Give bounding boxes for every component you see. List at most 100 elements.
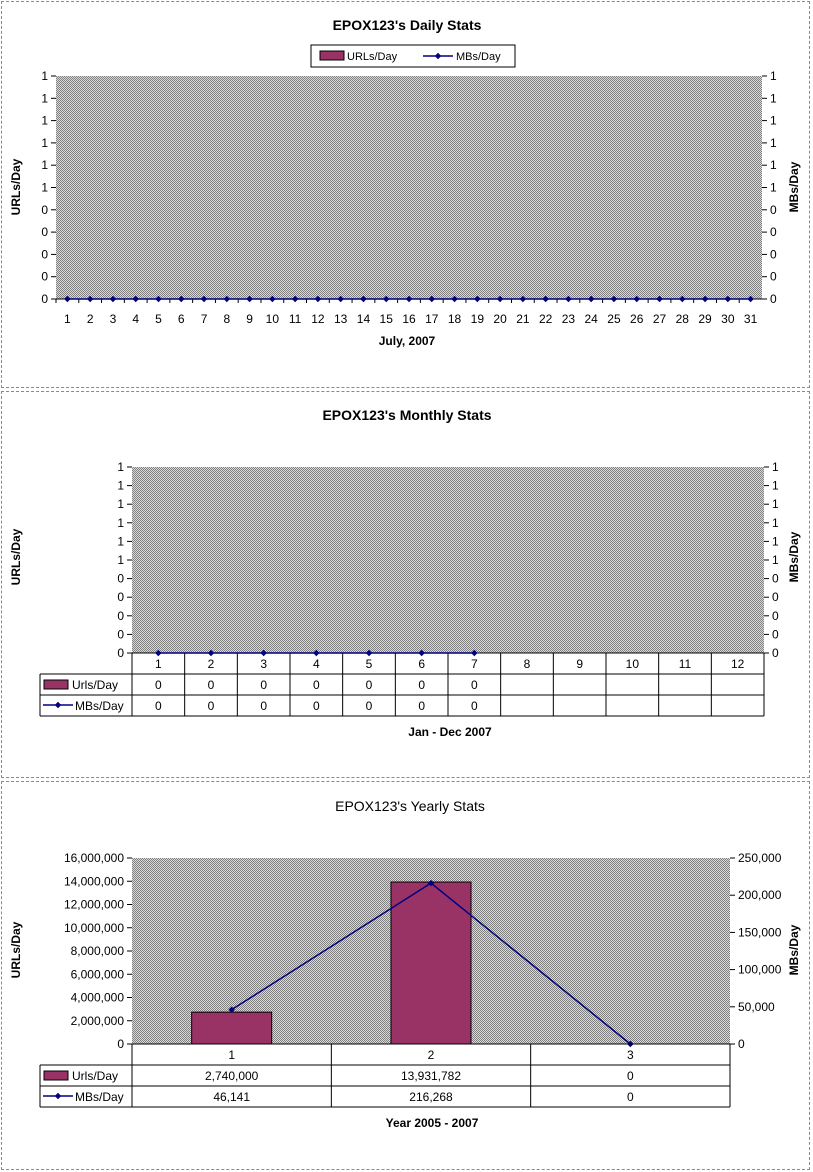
- monthly-stats-chart: EPOX123's Monthly Stats00000111111000001…: [9, 407, 801, 739]
- yearly-stats-panel: EPOX123's Yearly Stats 0 2,000,000 4,000,00…: [1, 781, 810, 1170]
- mbs-point: [610, 295, 618, 303]
- mbs-point: [747, 295, 754, 303]
- mbs-point: [633, 295, 640, 303]
- x-tick-label: 25: [607, 312, 621, 326]
- y2-tick-label: 0: [770, 270, 777, 284]
- y-tick-label: 12,000,000: [64, 898, 124, 912]
- table-urls-label: Urls/Day: [72, 678, 118, 692]
- mbs-point: [701, 295, 709, 303]
- y2-tick-label: 1: [772, 516, 779, 530]
- y2-tick-label: 250,000: [738, 851, 782, 865]
- x-tick-label: 4: [132, 312, 139, 326]
- mbs-point: [314, 295, 322, 303]
- mbs-point: [132, 295, 139, 303]
- y-tick-label: 0: [41, 292, 48, 306]
- yearly-stats-chart: EPOX123's Yearly Stats 0 2,000,000 4,000,00…: [9, 798, 801, 1130]
- y-tick-label: 0: [41, 247, 48, 261]
- mbs-point: [64, 295, 71, 303]
- y-tick-label: 1: [41, 181, 48, 195]
- x-tick-label: 9: [576, 657, 583, 671]
- y-tick-label: 1: [41, 136, 48, 150]
- urls-bar: [390, 881, 472, 1045]
- y2-tick-label: 1: [770, 69, 777, 83]
- mbs-point: [519, 295, 527, 303]
- table-cell-urls: 0: [471, 678, 478, 692]
- x-tick-label: 9: [246, 312, 253, 326]
- y-tick-label: 1: [117, 534, 124, 548]
- x-axis-title: July, 2007: [379, 334, 436, 348]
- table-cell-mbs: 46,141: [213, 1090, 250, 1104]
- table-cell-mbs: 0: [260, 699, 267, 713]
- legend-box: [310, 44, 516, 68]
- y2-tick-label: 1: [772, 460, 779, 474]
- chart-title: EPOX123's Monthly Stats: [322, 407, 491, 423]
- y-tick-label: 1: [117, 553, 124, 567]
- x-tick-label: 7: [201, 312, 208, 326]
- x-tick-label: 31: [744, 312, 758, 326]
- x-tick-label: 15: [380, 312, 394, 326]
- y2-tick-label: 1: [772, 479, 779, 493]
- y-tick-label: 1: [117, 497, 124, 511]
- table-urls-key: [43, 1070, 69, 1081]
- y2-tick-label: 0: [770, 247, 777, 261]
- x-tick-label: 5: [155, 312, 162, 326]
- x-tick-label: 11: [679, 657, 692, 671]
- y-tick-label: 0: [117, 572, 124, 586]
- table-cell-urls: 2,740,000: [205, 1069, 259, 1083]
- mbs-point: [360, 295, 367, 303]
- y2-tick-label: 0: [770, 292, 777, 306]
- y-tick-label: 4,000,000: [71, 991, 125, 1005]
- y2-axis-title: MBs/Day: [787, 531, 801, 582]
- x-tick-label: 6: [178, 312, 185, 326]
- x-tick-label: 20: [493, 312, 507, 326]
- x-tick-label: 2: [87, 312, 94, 326]
- table-cell-urls: 0: [208, 678, 215, 692]
- y-axis-title: URLs/Day: [9, 158, 23, 215]
- plot-area: [132, 467, 764, 653]
- y-tick-label: 8,000,000: [71, 944, 125, 958]
- table-cell-urls: 0: [366, 678, 373, 692]
- mbs-point: [724, 295, 732, 303]
- table-cell-urls: 0: [627, 1069, 634, 1083]
- mbs-point: [679, 295, 686, 303]
- x-tick-label: 13: [334, 312, 348, 326]
- mbs-point: [155, 295, 162, 303]
- table-cell-mbs: 0: [627, 1090, 634, 1104]
- mbs-point: [656, 295, 663, 303]
- x-tick-label: 28: [676, 312, 690, 326]
- legend-urls-key: [319, 50, 345, 61]
- y2-tick-label: 150,000: [738, 925, 782, 939]
- x-tick-label: 10: [266, 312, 280, 326]
- y-tick-label: 1: [41, 114, 48, 128]
- y2-tick-label: 1: [772, 497, 779, 511]
- y2-tick-label: 50,000: [738, 1000, 775, 1014]
- table-mbs-key-marker: [54, 1092, 62, 1100]
- y-tick-label: 14,000,000: [64, 874, 124, 888]
- y-tick-label: 1: [117, 479, 124, 493]
- table-urls-key: [43, 679, 69, 690]
- y2-tick-label: 100,000: [738, 963, 782, 977]
- mbs-point: [313, 649, 320, 657]
- x-tick-label: 21: [516, 312, 530, 326]
- y2-tick-label: 1: [770, 158, 777, 172]
- y-tick-label: 6,000,000: [71, 967, 125, 981]
- y2-tick-label: 1: [770, 181, 777, 195]
- y-axis-title: URLs/Day: [9, 921, 23, 978]
- y2-tick-label: 1: [770, 91, 777, 105]
- mbs-point: [471, 649, 478, 657]
- x-tick-label: 23: [562, 312, 576, 326]
- y-tick-label: 1: [41, 91, 48, 105]
- y-tick-label: 1: [41, 158, 48, 172]
- table-mbs-key-marker: [54, 701, 62, 709]
- mbs-point: [223, 295, 231, 303]
- y-tick-label: 1: [41, 69, 48, 83]
- mbs-point: [260, 649, 267, 657]
- table-cell-urls: 0: [418, 678, 425, 692]
- y2-tick-label: 0: [772, 590, 779, 604]
- y-tick-label: 0: [117, 1037, 124, 1051]
- mbs-point: [365, 649, 373, 657]
- y2-axis-title: MBs/Day: [787, 161, 801, 212]
- y2-tick-label: 0: [738, 1037, 745, 1051]
- y2-tick-label: 1: [770, 114, 777, 128]
- y2-tick-label: 0: [770, 225, 777, 239]
